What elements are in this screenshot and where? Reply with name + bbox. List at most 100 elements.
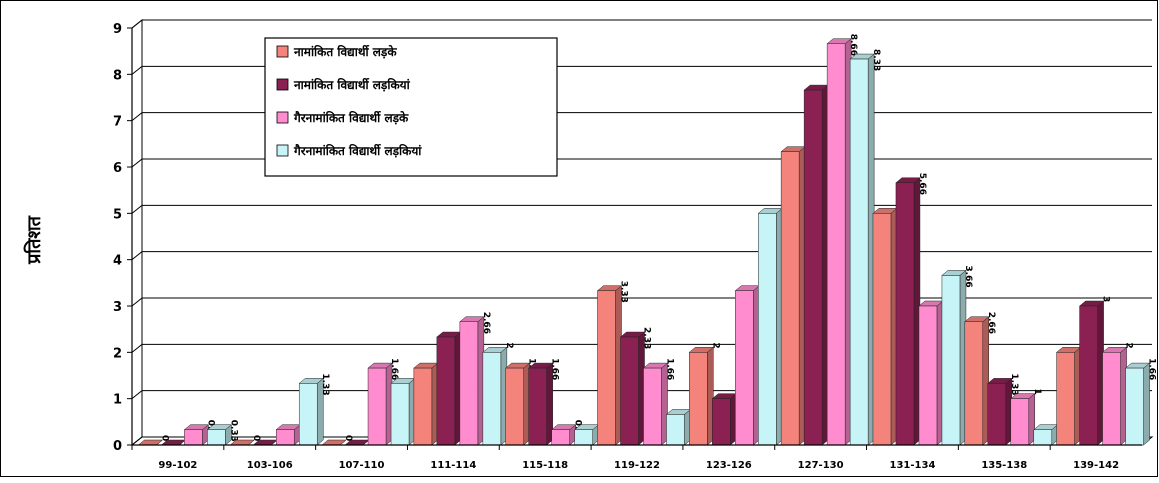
bar-front (735, 290, 754, 446)
bar-front (298, 383, 318, 446)
side-wall (131, 18, 143, 447)
bar (918, 300, 944, 446)
y-tick-label: 3 (113, 300, 122, 315)
data-label: 0 (159, 435, 169, 441)
bar (183, 424, 210, 446)
legend-swatch (276, 45, 289, 58)
y-tick-label: 6 (113, 161, 122, 176)
legend-swatch (276, 111, 289, 124)
gridline (131, 65, 1152, 75)
bar-front (872, 213, 892, 446)
bar-front (367, 367, 387, 446)
bar (895, 177, 921, 446)
bar-front (758, 213, 777, 446)
bar (941, 269, 967, 446)
data-label: 2.66 (481, 312, 491, 334)
bar-front (803, 89, 823, 446)
bar-front (895, 182, 915, 446)
bar-front (574, 429, 593, 446)
ticks-layer: 0 1 2 3 4 5 6 7 8 9 99-102 103-106 107-110 111-114 115… (113, 22, 1142, 471)
data-label: 1 (1032, 389, 1042, 395)
bar-front (941, 275, 961, 446)
legend-label: नामांकित विद्यार्थी लड़कियां (293, 78, 411, 92)
bar (1078, 300, 1105, 446)
bar-front (505, 367, 524, 446)
bar (367, 362, 393, 446)
bar (619, 331, 646, 446)
data-label: 2 (1124, 342, 1134, 348)
legend-swatch (276, 144, 289, 157)
data-label: 5.66 (917, 173, 927, 195)
data-label: 8.33 (871, 49, 881, 71)
bar-front (390, 383, 410, 446)
bar-front (413, 367, 433, 446)
y-tick-label: 1 (113, 393, 122, 408)
data-label: 2.33 (642, 327, 652, 349)
x-tick-label: 111-114 (430, 460, 476, 471)
bar (642, 362, 669, 446)
y-tick-label: 8 (113, 68, 122, 83)
data-label: 2.66 (986, 312, 996, 334)
bar (596, 285, 623, 446)
data-label: 2 (504, 342, 514, 348)
bar (1033, 424, 1059, 446)
bar (550, 424, 577, 446)
bar (826, 38, 852, 446)
bar (459, 316, 485, 446)
x-tick-label: 119-122 (614, 460, 660, 471)
bar-front (780, 151, 800, 446)
bar-front (597, 290, 616, 446)
legend: नामांकित विद्यार्थी लड़के नामांकित विद्या… (264, 37, 558, 177)
bar-front (826, 43, 846, 446)
x-tick-label: 99-102 (158, 460, 197, 471)
bar (711, 393, 738, 446)
data-label: 3.33 (619, 281, 629, 303)
bar-front (666, 414, 685, 446)
bar-front (918, 305, 938, 446)
bar-front (1125, 367, 1144, 446)
bar-front (712, 398, 731, 446)
legend-label: गैरनामांकित विद्यार्थी लड़के (293, 111, 409, 125)
bar-front (849, 58, 869, 446)
bar (573, 424, 600, 446)
bar-front (207, 429, 226, 446)
x-tick-label: 123-126 (706, 460, 752, 471)
bar-front (1033, 429, 1053, 446)
y-axis-label: प्रतिशत (23, 215, 45, 264)
bar (665, 408, 692, 446)
bar (482, 346, 508, 446)
bar (1101, 346, 1128, 446)
y-tick-label: 7 (113, 115, 122, 130)
bar (987, 377, 1013, 446)
bar (734, 285, 761, 446)
legend-box (264, 37, 558, 177)
bar (275, 424, 301, 446)
x-tick-label: 139-142 (1073, 460, 1119, 471)
data-label: 1.33 (1009, 373, 1019, 395)
legend-label: गैरनामांकित विद्यार्थी लड़कियां (293, 144, 422, 158)
bar (688, 346, 715, 446)
bar-front (528, 367, 547, 446)
data-label: 2 (710, 342, 720, 348)
y-tick-label: 9 (113, 22, 122, 37)
data-label: 0.33 (228, 420, 238, 442)
bar-front (620, 336, 639, 446)
x-tick-label: 135-138 (981, 460, 1027, 471)
bar-front (482, 352, 502, 446)
data-label: 1.66 (389, 358, 399, 380)
y-tick-label: 0 (113, 439, 122, 454)
x-tick-label: 115-118 (522, 460, 568, 471)
y-tick-label: 2 (113, 346, 122, 361)
bar (390, 377, 416, 446)
bar-front (275, 429, 295, 446)
bar-front (436, 336, 456, 446)
bar-front (1056, 352, 1075, 446)
y-tick-label: 5 (113, 207, 122, 222)
bar (849, 53, 875, 446)
bar-front (987, 383, 1007, 446)
bar-front (184, 429, 203, 446)
gridline (131, 19, 1152, 29)
data-label: 0 (251, 435, 261, 441)
bar-front (689, 352, 708, 446)
